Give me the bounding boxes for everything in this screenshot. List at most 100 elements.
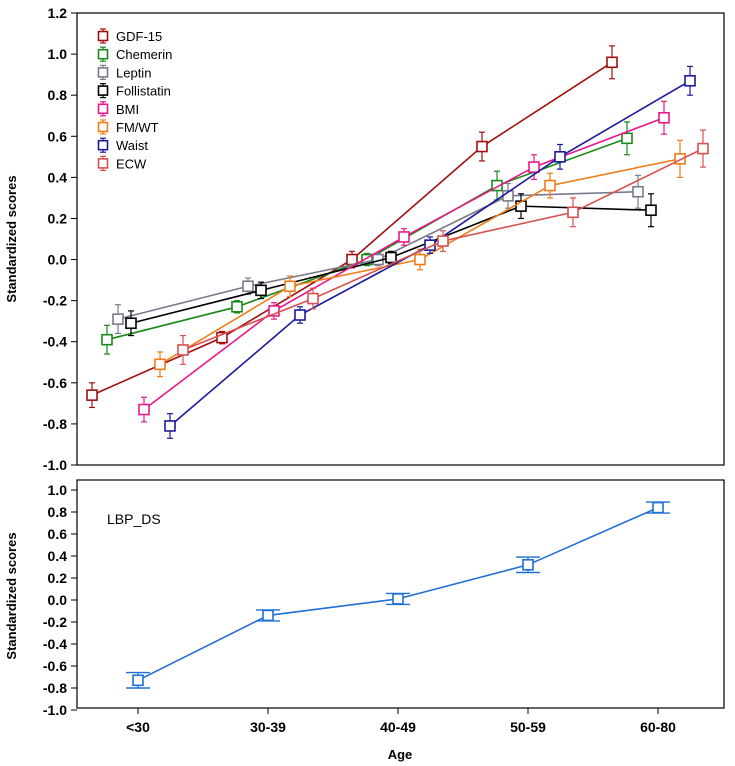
- data-point-gdf-15: [216, 331, 228, 344]
- data-point-chemerin: [231, 300, 243, 313]
- top-y-tick-label: 0.2: [48, 210, 68, 226]
- top-y-axis: 1.2 1.0 0.8 0.6 0.4 0.2 0.0 -0.2 -0.4 -0.6 -0.8 -1.…: [43, 5, 77, 473]
- legend-label: ECW: [116, 156, 147, 171]
- legend-marker: [97, 103, 109, 115]
- data-point-gdf-15: [476, 140, 488, 153]
- data-point-chemerin: [101, 333, 113, 346]
- data-point-chemerin: [491, 179, 503, 192]
- data-point-bmi: [528, 161, 540, 173]
- bottom-y-tick-label: 0.2: [48, 570, 68, 586]
- data-point-waist: [554, 151, 566, 163]
- data-point-leptin: [632, 185, 644, 198]
- data-point-chemerin: [621, 132, 633, 145]
- legend-label: FM/WT: [116, 120, 159, 135]
- data-point-ecw: [437, 235, 449, 247]
- legend-marker: [97, 85, 109, 96]
- series-ecw: [177, 129, 709, 365]
- data-point-follistatin: [515, 200, 527, 212]
- data-point-ecw: [567, 206, 579, 219]
- top-y-tick-label: 1.2: [48, 5, 68, 21]
- bottom-y-tick-label: -0.6: [43, 658, 67, 674]
- bottom-chart-panel: 1.0 0.8 0.6 0.4 0.2 0.0 -0.2 -0.4 -0.6 -0.8 -1.0 <…: [4, 479, 725, 762]
- top-chart-panel: 1.2 1.0 0.8 0.6 0.4 0.2 0.0 -0.2 -0.4 -0.6 -0.8 -1.…: [4, 5, 725, 473]
- data-point-follistatin: [255, 284, 267, 297]
- data-point-fm-wt: [544, 179, 556, 192]
- top-y-tick-label: -0.2: [43, 293, 67, 309]
- data-point-waist: [164, 420, 176, 432]
- top-y-tick-label: 1.0: [48, 46, 68, 62]
- series-fm-wt: [154, 139, 686, 378]
- top-y-tick-label: -0.6: [43, 375, 67, 391]
- bottom-y-tick-label: 0.8: [48, 504, 68, 520]
- legend-marker: [97, 67, 109, 78]
- legend-item-fm-wt: FM/WT: [97, 119, 159, 135]
- top-y-tick-label: -0.4: [43, 334, 67, 350]
- bottom-y-tick-label: 0.0: [48, 592, 68, 608]
- data-point-lbp-ds: [262, 609, 274, 622]
- bottom-y-tick-label: -0.8: [43, 680, 67, 696]
- legend-label: BMI: [116, 102, 139, 117]
- legend-label: Follistatin: [116, 84, 171, 99]
- bottom-y-tick-label: 0.6: [48, 526, 68, 542]
- top-series-layer: [86, 45, 709, 439]
- data-point-ecw: [307, 292, 319, 305]
- top-y-tick-label: 0.8: [48, 87, 68, 103]
- data-point-fm-wt: [154, 358, 166, 371]
- data-point-ecw: [177, 344, 189, 356]
- data-point-waist: [294, 309, 306, 321]
- bottom-y-tick-label: -0.2: [43, 614, 67, 630]
- top-y-tick-label: 0.4: [48, 169, 68, 185]
- data-point-follistatin: [125, 317, 137, 330]
- bottom-series-layer: [126, 501, 670, 689]
- legend-marker: [97, 48, 109, 60]
- legend-item-waist: Waist: [97, 137, 148, 153]
- x-tick-label: 30-39: [250, 719, 286, 735]
- top-y-tick-label: 0.6: [48, 128, 68, 144]
- legend-label: Waist: [116, 138, 148, 153]
- top-y-tick-label: -0.8: [43, 416, 67, 432]
- data-point-lbp-ds: [392, 593, 404, 605]
- x-axis-title: Age: [388, 747, 413, 762]
- bottom-y-tick-label: 1.0: [48, 482, 68, 498]
- x-tick-label: <30: [126, 719, 150, 735]
- data-point-bmi: [138, 403, 150, 416]
- data-point-follistatin: [645, 204, 657, 217]
- legend-item-chemerin: Chemerin: [97, 46, 172, 62]
- series-lbp-ds: [126, 501, 670, 689]
- legend-item-follistatin: Follistatin: [97, 82, 171, 99]
- bottom-x-axis: <30 30-39 40-49 50-59 60-80: [126, 708, 676, 735]
- legend-marker: [97, 30, 109, 42]
- legend-item-bmi: BMI: [97, 101, 139, 117]
- data-point-gdf-15: [86, 389, 98, 401]
- x-tick-label: 40-49: [380, 719, 416, 735]
- bottom-y-axis: 1.0 0.8 0.6 0.4 0.2 0.0 -0.2 -0.4 -0.6 -0.8 -1.0: [43, 482, 77, 718]
- data-point-lbp-ds: [522, 558, 534, 571]
- legend-marker: [97, 158, 109, 169]
- legend-label: Leptin: [116, 65, 151, 80]
- legend-label: Chemerin: [116, 47, 172, 62]
- bottom-y-axis-title: Standardized scores: [4, 532, 19, 659]
- legend-item-gdf-15: GDF-15: [97, 28, 162, 44]
- data-point-leptin: [242, 280, 254, 293]
- data-point-ecw: [697, 142, 709, 155]
- data-point-fm-wt: [414, 253, 426, 266]
- top-legend: GDF-15 Chemerin Leptin Follistatin BMI FM/WT W…: [97, 28, 172, 171]
- data-point-follistatin: [385, 251, 397, 264]
- series-chemerin: [101, 121, 633, 355]
- data-point-leptin: [112, 313, 124, 325]
- data-point-waist: [684, 75, 696, 87]
- data-point-gdf-15: [606, 56, 618, 69]
- series-waist: [164, 65, 696, 439]
- legend-marker: [97, 139, 109, 151]
- legend-marker: [97, 121, 109, 133]
- legend-item-ecw: ECW: [97, 155, 147, 171]
- top-y-tick-label: 0.0: [48, 252, 68, 268]
- top-y-tick-label: -1.0: [43, 457, 67, 473]
- series-gdf-15: [86, 45, 618, 409]
- data-point-lbp-ds: [132, 674, 144, 687]
- bottom-y-tick-label: 0.4: [48, 548, 68, 564]
- data-point-bmi: [268, 305, 280, 317]
- bottom-y-tick-label: -1.0: [43, 702, 67, 718]
- data-point-bmi: [398, 231, 410, 243]
